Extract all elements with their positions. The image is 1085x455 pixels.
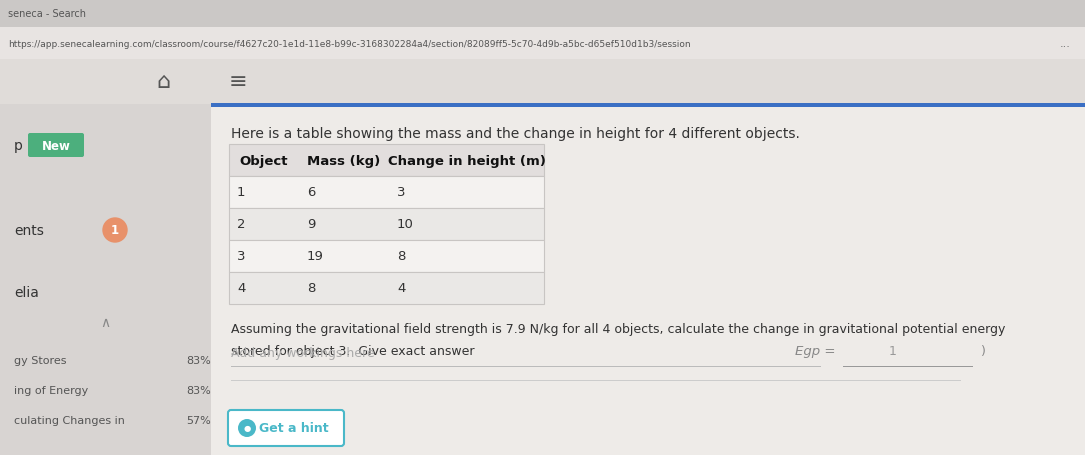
FancyBboxPatch shape xyxy=(28,134,84,157)
Circle shape xyxy=(103,218,127,243)
Text: 83%: 83% xyxy=(186,385,210,395)
Text: elia: elia xyxy=(14,285,39,299)
Text: Change in height (m): Change in height (m) xyxy=(387,154,546,167)
Text: ∧: ∧ xyxy=(101,315,111,329)
Text: Object: Object xyxy=(240,154,289,167)
Text: p: p xyxy=(14,139,23,153)
Bar xyxy=(0,105,210,455)
Text: 2: 2 xyxy=(237,218,245,231)
Bar xyxy=(0,0,1085,28)
Text: 6: 6 xyxy=(307,186,316,199)
Text: culating Changes in: culating Changes in xyxy=(14,415,125,425)
Bar xyxy=(229,273,544,304)
Text: Here is a table showing the mass and the change in height for 4 different object: Here is a table showing the mass and the… xyxy=(231,127,800,141)
Bar xyxy=(229,177,544,208)
Text: 10: 10 xyxy=(397,218,413,231)
Bar xyxy=(229,241,544,273)
Text: ing of Energy: ing of Energy xyxy=(14,385,88,395)
Text: Mass (kg): Mass (kg) xyxy=(307,154,381,167)
Bar xyxy=(229,145,544,177)
Bar xyxy=(210,104,1085,108)
Text: 19: 19 xyxy=(307,250,324,263)
Text: ents: ents xyxy=(14,223,43,238)
Text: ...: ... xyxy=(1060,39,1071,49)
Text: Egp =: Egp = xyxy=(795,344,835,357)
Text: 4: 4 xyxy=(397,282,406,295)
Text: 8: 8 xyxy=(307,282,316,295)
Text: ⌂: ⌂ xyxy=(156,72,170,92)
Bar xyxy=(0,60,1085,105)
Text: stored for object 3.  Give exact answer: stored for object 3. Give exact answer xyxy=(231,344,474,357)
Text: 1: 1 xyxy=(111,224,119,237)
Bar xyxy=(229,208,544,241)
Text: https://app.senecalearning.com/classroom/course/f4627c20-1e1d-11e8-b99c-31683022: https://app.senecalearning.com/classroom… xyxy=(8,40,691,48)
Text: 1: 1 xyxy=(889,344,897,357)
Text: 83%: 83% xyxy=(186,355,210,365)
Text: gy Stores: gy Stores xyxy=(14,355,66,365)
Text: Get a hint: Get a hint xyxy=(259,422,329,435)
Bar xyxy=(231,380,961,381)
Bar xyxy=(231,366,821,367)
Circle shape xyxy=(238,419,256,437)
Text: ≡: ≡ xyxy=(229,72,247,92)
Bar xyxy=(210,105,1085,455)
Bar xyxy=(843,366,973,367)
Text: ): ) xyxy=(981,344,986,357)
Text: 57%: 57% xyxy=(186,415,210,425)
Text: 1: 1 xyxy=(237,186,245,199)
Text: 8: 8 xyxy=(397,250,406,263)
Text: Assuming the gravitational field strength is 7.9 N/kg for all 4 objects, calcula: Assuming the gravitational field strengt… xyxy=(231,322,1006,335)
Text: Add any workings here: Add any workings here xyxy=(231,346,374,359)
Text: New: New xyxy=(41,139,71,152)
Text: 3: 3 xyxy=(397,186,406,199)
Text: 4: 4 xyxy=(237,282,245,295)
Text: seneca - Search: seneca - Search xyxy=(8,9,86,19)
FancyBboxPatch shape xyxy=(228,410,344,446)
Text: ●: ● xyxy=(243,424,251,433)
Text: 3: 3 xyxy=(237,250,245,263)
Bar xyxy=(0,28,1085,60)
Text: 9: 9 xyxy=(307,218,316,231)
